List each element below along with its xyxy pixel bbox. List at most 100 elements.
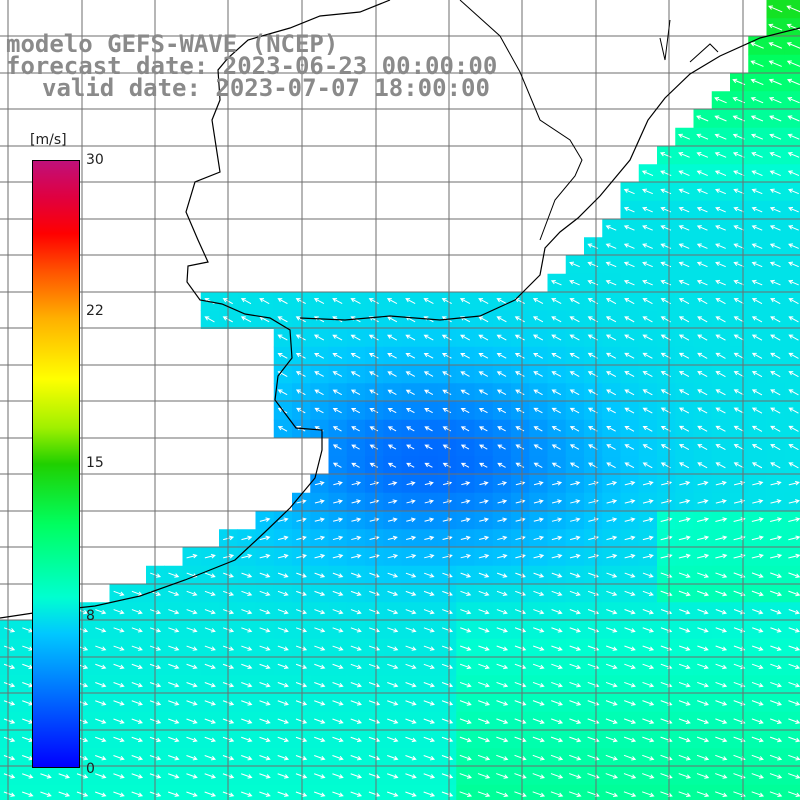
wind-arrow <box>241 718 253 724</box>
wind-arrow <box>751 152 763 158</box>
wind-arrow <box>368 791 381 797</box>
wind-arrow <box>204 572 216 578</box>
wind-arrow <box>514 627 527 633</box>
wind-arrow <box>751 645 764 651</box>
wind-arrow <box>514 736 527 743</box>
wind-arrow <box>696 261 708 268</box>
wind-arrow <box>478 700 491 706</box>
wind-arrow <box>461 499 471 504</box>
wind-arrow <box>259 535 271 541</box>
wind-arrow <box>259 627 271 633</box>
wind-arrow <box>569 389 580 396</box>
wind-arrow <box>770 389 781 396</box>
wind-arrow <box>697 352 708 359</box>
wind-arrow <box>350 353 361 359</box>
wind-arrow <box>424 499 435 504</box>
wind-arrow <box>605 316 617 323</box>
wind-arrow <box>442 371 452 377</box>
wind-arrow <box>532 700 545 706</box>
wind-arrow <box>296 590 307 596</box>
wind-arrow <box>424 462 433 468</box>
wind-arrow <box>204 791 217 797</box>
wind-arrow <box>569 572 581 578</box>
wind-arrow <box>405 553 417 559</box>
wind-arrow <box>623 736 637 743</box>
wind-arrow <box>751 371 763 378</box>
wind-arrow <box>478 681 490 688</box>
wind-arrow <box>168 627 180 633</box>
wind-arrow <box>459 700 472 706</box>
wind-arrow <box>277 352 288 359</box>
wind-arrow <box>477 791 491 798</box>
wind-arrow <box>424 426 433 432</box>
wind-arrow <box>788 389 799 396</box>
wind-arrow <box>697 480 709 486</box>
wind-arrow <box>642 736 655 743</box>
wind-arrow <box>277 572 289 578</box>
wind-arrow <box>168 663 180 670</box>
wind-arrow <box>678 225 690 231</box>
wind-arrow <box>405 718 417 724</box>
wind-arrow <box>460 535 471 541</box>
wind-arrow <box>642 499 654 504</box>
wind-arrow <box>624 681 636 688</box>
wind-arrow <box>295 334 306 341</box>
wind-arrow <box>787 152 800 158</box>
wind-arrow <box>569 462 580 469</box>
wind-arrow <box>786 5 800 13</box>
wind-arrow <box>314 755 326 761</box>
wind-arrow <box>605 718 618 724</box>
wind-arrow <box>113 791 125 797</box>
wind-arrow <box>714 152 727 158</box>
wind-arrow <box>678 206 690 213</box>
wind-arrow <box>751 188 763 195</box>
wind-arrow <box>351 499 362 504</box>
wind-arrow <box>350 682 362 688</box>
wind-arrow <box>332 700 344 706</box>
wind-arrow <box>623 188 635 195</box>
wind-arrow <box>715 553 728 559</box>
wind-arrow <box>678 334 690 341</box>
wind-speed-cell <box>730 784 749 800</box>
wind-arrow <box>405 791 417 797</box>
wind-speed-cell <box>784 383 800 402</box>
wind-arrow <box>715 700 728 706</box>
wind-arrow <box>113 590 125 597</box>
wind-arrow <box>605 754 618 761</box>
wind-arrow <box>296 517 307 523</box>
wind-arrow <box>551 572 563 578</box>
wind-arrow <box>497 553 508 559</box>
wind-speed-cell <box>784 365 800 384</box>
wind-arrow <box>387 718 399 724</box>
wind-speed-cell <box>18 784 37 800</box>
wind-arrow <box>751 535 764 541</box>
wind-arrow <box>642 225 653 231</box>
wind-arrow <box>350 736 362 743</box>
wind-arrow <box>295 682 308 688</box>
wind-arrow <box>733 316 744 323</box>
wind-arrow <box>460 627 472 633</box>
wind-arrow <box>386 791 399 797</box>
wind-arrow <box>387 408 397 414</box>
wind-arrow <box>715 736 728 743</box>
wind-arrow <box>314 645 326 651</box>
wind-arrow <box>733 279 745 286</box>
wind-arrow <box>623 773 637 779</box>
wind-arrow <box>332 736 344 743</box>
wind-arrow <box>387 700 399 706</box>
wind-arrow <box>733 334 744 341</box>
wind-arrow <box>387 535 398 541</box>
wind-arrow <box>131 736 143 743</box>
wind-arrow <box>624 663 636 670</box>
wind-arrow <box>277 718 289 724</box>
wind-arrow <box>296 609 308 615</box>
wind-arrow <box>715 754 728 761</box>
wind-arrow <box>131 663 143 670</box>
wind-arrow <box>715 645 728 651</box>
wind-arrow <box>405 334 416 341</box>
wind-arrow <box>332 663 344 670</box>
wind-arrow <box>715 535 728 541</box>
wind-arrow <box>715 627 728 633</box>
wind-arrow <box>423 371 434 377</box>
wind-arrow <box>532 754 545 761</box>
